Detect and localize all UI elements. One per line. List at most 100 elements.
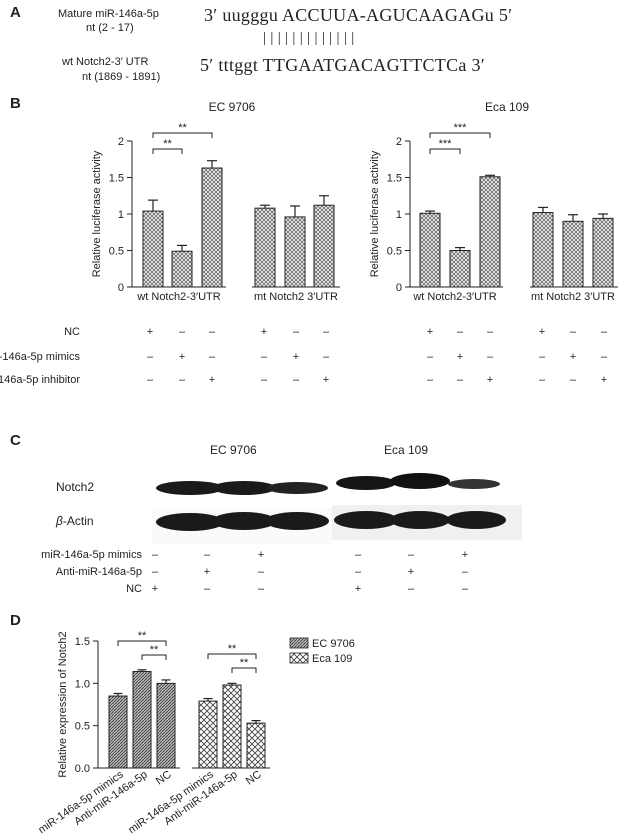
blot-band [266,482,328,494]
significance-bracket [231,667,257,673]
c-treatment-symbol: – [151,549,159,561]
y-tick-label: 0.5 [75,721,90,733]
c-treatment-symbol: – [257,566,265,578]
mirna-label: Mature miR-146a-5p [58,8,159,20]
legend-swatch [289,652,309,664]
b-treatment-symbol: + [486,374,494,386]
b-treatment-symbol: + [178,351,186,363]
b-treatment-symbol: + [600,374,608,386]
bar [313,204,335,288]
legend-swatch [289,637,309,649]
b-treatment-symbol: – [208,351,216,363]
b-treatment-symbol: – [146,351,154,363]
blot-row-notch2: Notch2 [56,480,95,494]
b-treatment-label: miR-146a-5p inhibitor [0,374,80,386]
bar [254,207,276,288]
y-axis-label: Relative luciferase activity [369,150,381,277]
significance-bracket [429,148,461,154]
y-tick-label: 0 [396,282,402,294]
b-treatment-symbol: – [486,326,494,338]
y-tick-label: 0.0 [75,763,90,775]
b-treatment-symbol: – [208,326,216,338]
x-group-label: mt Notch2 3′UTR [531,291,615,303]
b-treatment-symbol: – [260,374,268,386]
b-treatment-symbol: – [538,374,546,386]
bar [246,722,266,769]
bar [171,250,193,288]
blot-band [390,473,450,489]
c-treatment-symbol: + [407,566,415,578]
significance-label: ** [138,630,147,642]
c-treatment-symbol: – [407,549,415,561]
blot-row-actin-greek: β [56,514,63,528]
b-treatment-symbol: – [146,374,154,386]
b-treatment-symbol: – [260,351,268,363]
y-tick-label: 1.0 [75,678,90,690]
b-treatment-symbol: – [600,351,608,363]
significance-label: ** [228,643,237,655]
y-tick-label: 0.5 [387,246,402,258]
y-tick-label: 2 [396,136,402,148]
blot-band [156,513,224,531]
b-treatment-symbol: + [569,351,577,363]
b-treatment-symbol: + [260,326,268,338]
bar [156,682,176,769]
y-tick-label: 2 [118,136,124,148]
panel-letter-d: D [10,612,21,629]
c-treatment-symbol: – [407,583,415,595]
significance-label: *** [454,122,468,134]
y-tick-label: 1 [396,209,402,221]
x-group-label: wt Notch2-3′UTR [136,291,220,303]
significance-bracket [117,640,167,646]
b-treatment-symbol: – [292,326,300,338]
bar [222,684,242,769]
significance-bracket [152,132,213,138]
base-pairing: | | | | | | | | | | | | | [263,30,355,46]
bar [201,167,223,288]
blot-row-actin-rest: -Actin [62,514,94,528]
bar [198,700,218,769]
b-treatment-symbol: – [292,374,300,386]
significance-label: ** [178,122,187,134]
b-treatment-symbol: – [456,374,464,386]
blot-band [448,479,500,489]
c-treatment-symbol: – [203,583,211,595]
significance-bracket [207,653,257,659]
x-group-label: mt Notch2 3′UTR [254,291,338,303]
bar [419,212,441,288]
c-treatment-symbol: – [354,566,362,578]
b-treatment-symbol: – [426,374,434,386]
utr-sequence: 5′ tttggt TTGAATGACAGTTCTCa 3′ [200,55,486,75]
c-treatment-symbol: – [461,583,469,595]
c-treatment-label: NC [126,583,142,595]
b-treatment-symbol: – [569,374,577,386]
blot-band [334,511,398,529]
b-treatment-symbol: + [292,351,300,363]
c-treatment-symbol: + [203,566,211,578]
b-treatment-symbol: + [426,326,434,338]
blot-band [265,512,329,530]
c-treatment-symbol: – [257,583,265,595]
blot-title-eca109: Eca 109 [384,443,429,457]
bar [562,220,584,288]
significance-label: *** [439,138,453,150]
y-axis-label: Relative luciferase activity [91,150,103,277]
significance-label: ** [240,657,249,669]
blot-band [336,476,396,490]
x-category-label: NC [154,769,174,788]
b-treatment-label: miR-146a-5p mimics [0,351,80,363]
chart-title: Eca 109 [485,100,529,114]
b-treatment-symbol: – [569,326,577,338]
c-treatment-symbol: – [203,549,211,561]
y-axis-label: Relative expression of Notch2 [57,631,69,777]
b-treatment-symbol: + [322,374,330,386]
utr-label: wt Notch2-3′ UTR [62,56,149,68]
c-treatment-symbol: – [354,549,362,561]
panel-letter-c: C [10,432,21,449]
b-treatment-symbol: – [322,351,330,363]
western-blot [152,473,522,544]
y-tick-label: 1.5 [387,173,402,185]
panel-letter-a: A [10,4,21,21]
chart-title: EC 9706 [209,100,256,114]
significance-bracket [429,132,491,138]
